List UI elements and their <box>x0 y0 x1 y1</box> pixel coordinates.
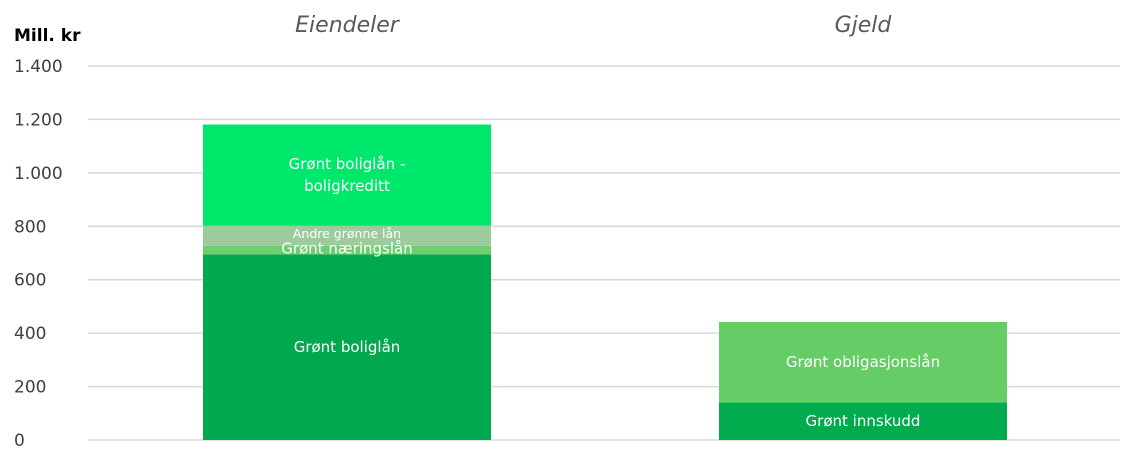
y-axis-unit-label: Mill. kr <box>14 26 81 46</box>
y-tick-label: 800 <box>14 217 46 237</box>
segment-label: Grønt obligasjonslån <box>786 353 940 371</box>
bar-segment <box>203 254 491 440</box>
y-tick-label: 600 <box>14 271 46 291</box>
category-label: Eiendeler <box>295 13 401 38</box>
segment-label: Grønt næringslån <box>281 239 412 257</box>
y-tick-label: 400 <box>14 324 46 344</box>
bar-segment <box>203 245 491 255</box>
category-label: Gjeld <box>835 13 893 38</box>
y-tick-label: 1.000 <box>14 164 63 184</box>
y-tick-label: 1.400 <box>14 57 63 77</box>
segment-label: Grønt boliglån -boligkreditt <box>289 155 406 195</box>
segment-label: Grønt innskudd <box>806 412 921 430</box>
bar-segment <box>203 124 491 226</box>
bar-segment <box>719 321 1007 403</box>
segment-label: Grønt boliglån <box>294 338 401 356</box>
bar-segment <box>203 225 491 246</box>
segment-label: Andre grønne lån <box>293 226 401 241</box>
y-tick-label: 1.200 <box>14 110 63 130</box>
y-tick-label: 200 <box>14 378 46 398</box>
y-tick-label: 0 <box>14 431 25 451</box>
bar-segment <box>719 402 1007 440</box>
